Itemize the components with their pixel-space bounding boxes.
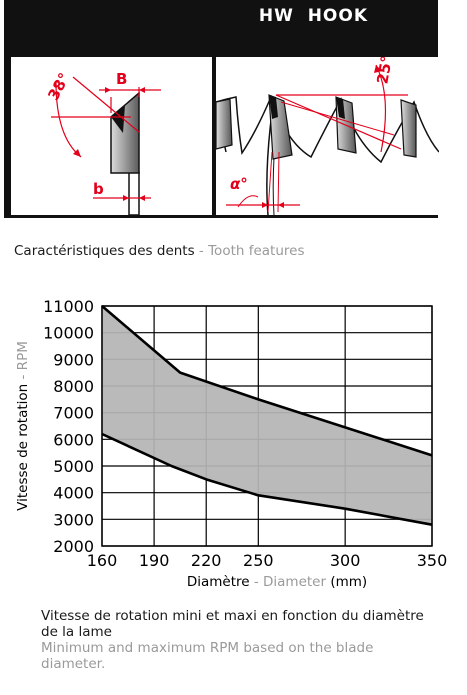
tooth-dimension-drawing: B 38° b bbox=[44, 70, 161, 216]
alpha-label: α° bbox=[230, 175, 248, 193]
product-title: HW HOOK bbox=[258, 6, 368, 26]
x-axis-ticks: 160 190 220 250 300 350 bbox=[87, 551, 448, 570]
y-tick-label-9: 11000 bbox=[43, 297, 94, 316]
blade-teeth-drawing: 25° α° bbox=[215, 54, 440, 216]
rpm-chart: 2000 3000 4000 5000 6000 7000 8000 9000 10000 110… bbox=[0, 282, 467, 600]
features-label-fr: Caractéristiques des dents bbox=[14, 243, 195, 259]
y-tick-label-3: 5000 bbox=[53, 457, 94, 476]
x-axis-label-unit: (mm) bbox=[326, 574, 367, 590]
features-label-en: Tooth features bbox=[208, 243, 305, 259]
y-tick-label-2: 4000 bbox=[53, 484, 94, 503]
x-tick-label-4: 300 bbox=[330, 551, 361, 570]
width-bottom-label: b bbox=[93, 180, 104, 198]
y-axis-ticks: 2000 3000 4000 5000 6000 7000 8000 9000 10000 110… bbox=[43, 297, 94, 556]
series-min-line bbox=[101, 432, 433, 526]
y-axis-label-fr: Vitesse de rotation bbox=[15, 384, 31, 511]
y-tick-label-1: 3000 bbox=[53, 510, 94, 529]
y-tick-label-6: 8000 bbox=[53, 377, 94, 396]
x-axis-label: Diamètre - Diameter (mm) bbox=[187, 574, 367, 590]
caption-en: Minimum and maximum RPM based on the bla… bbox=[41, 640, 374, 672]
x-tick-label-5: 350 bbox=[417, 551, 448, 570]
angle-left-label: 38° bbox=[44, 70, 73, 104]
y-tick-label-0: 2000 bbox=[53, 537, 94, 556]
tooth-face bbox=[111, 105, 125, 133]
x-tick-label-2: 220 bbox=[191, 551, 222, 570]
blade-body bbox=[128, 171, 140, 216]
caption-fr: Vitesse de rotation mini et maxi en fonc… bbox=[41, 608, 424, 640]
x-axis-label-fr: Diamètre bbox=[187, 574, 250, 590]
series-max-line bbox=[101, 305, 433, 457]
tooth-features-panel: HW HOOK B 38° b bbox=[4, 0, 440, 218]
tooth-angle-diagram: 25° α° bbox=[215, 54, 440, 216]
angle-right-label: 25° bbox=[373, 57, 396, 85]
x-tick-label-3: 250 bbox=[243, 551, 274, 570]
features-separator: - bbox=[194, 243, 209, 259]
y-tick-label-5: 7000 bbox=[53, 404, 94, 423]
y-axis-label-en: RPM bbox=[15, 341, 31, 370]
width-top-label: B bbox=[116, 70, 127, 88]
y-axis-label: Vitesse de rotation - RPM bbox=[15, 341, 31, 511]
y-tick-label-8: 10000 bbox=[43, 324, 94, 343]
chart-caption: Vitesse de rotation mini et maxi en fonc… bbox=[41, 608, 441, 672]
x-tick-label-1: 190 bbox=[139, 551, 170, 570]
tooth-4 bbox=[400, 99, 417, 158]
tooth-1 bbox=[215, 98, 233, 150]
y-axis-label-sep: - bbox=[15, 370, 31, 383]
rpm-chart-svg: 2000 3000 4000 5000 6000 7000 8000 9000 10000 110… bbox=[15, 297, 448, 590]
tooth-features-heading: Caractéristiques des dents - Tooth featu… bbox=[14, 243, 305, 259]
series-lines bbox=[101, 305, 433, 526]
rpm-band-area bbox=[102, 306, 432, 525]
x-axis-label-sep: - bbox=[250, 574, 263, 590]
x-axis-label-en: Diameter bbox=[263, 574, 326, 590]
plot-frame bbox=[101, 305, 433, 547]
y-tick-label-7: 9000 bbox=[53, 350, 94, 369]
tooth-dimension-diagram: B 38° b bbox=[11, 57, 212, 216]
y-tick-label-4: 6000 bbox=[53, 430, 94, 449]
x-tick-label-0: 160 bbox=[87, 551, 118, 570]
